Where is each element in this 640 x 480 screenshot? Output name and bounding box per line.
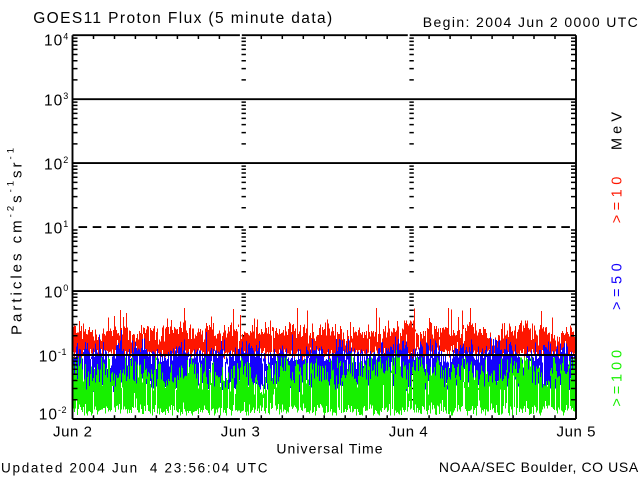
svg-text:Jun 4: Jun 4 (389, 424, 428, 441)
svg-text:104: 104 (44, 31, 69, 49)
svg-text:Jun 2: Jun 2 (53, 424, 92, 441)
svg-text:MeV: MeV (610, 112, 626, 150)
svg-text:>=100: >=100 (610, 350, 626, 407)
svg-text:102: 102 (44, 155, 69, 173)
svg-text:Particles cm-2s-1sr-1: Particles cm-2s-1sr-1 (6, 145, 26, 335)
svg-text:NOAA/SEC Boulder, CO USA: NOAA/SEC Boulder, CO USA (439, 459, 639, 475)
svg-text:GOES11 Proton Flux (5 minute d: GOES11 Proton Flux (5 minute data) (33, 10, 332, 27)
svg-text:Updated 2004 Jun 4 23:56:04 U: Updated 2004 Jun 4 23:56:04 UTC (1, 461, 268, 476)
svg-text:Jun 3: Jun 3 (221, 424, 260, 441)
svg-text:101: 101 (44, 219, 69, 237)
svg-text:100: 100 (44, 283, 69, 301)
svg-text:Begin: 2004 Jun 2 0000 UTC: Begin: 2004 Jun 2 0000 UTC (423, 14, 638, 30)
svg-text:103: 103 (44, 91, 69, 109)
svg-text:Universal Time: Universal Time (276, 441, 382, 457)
svg-text:Jun 5: Jun 5 (557, 424, 596, 441)
